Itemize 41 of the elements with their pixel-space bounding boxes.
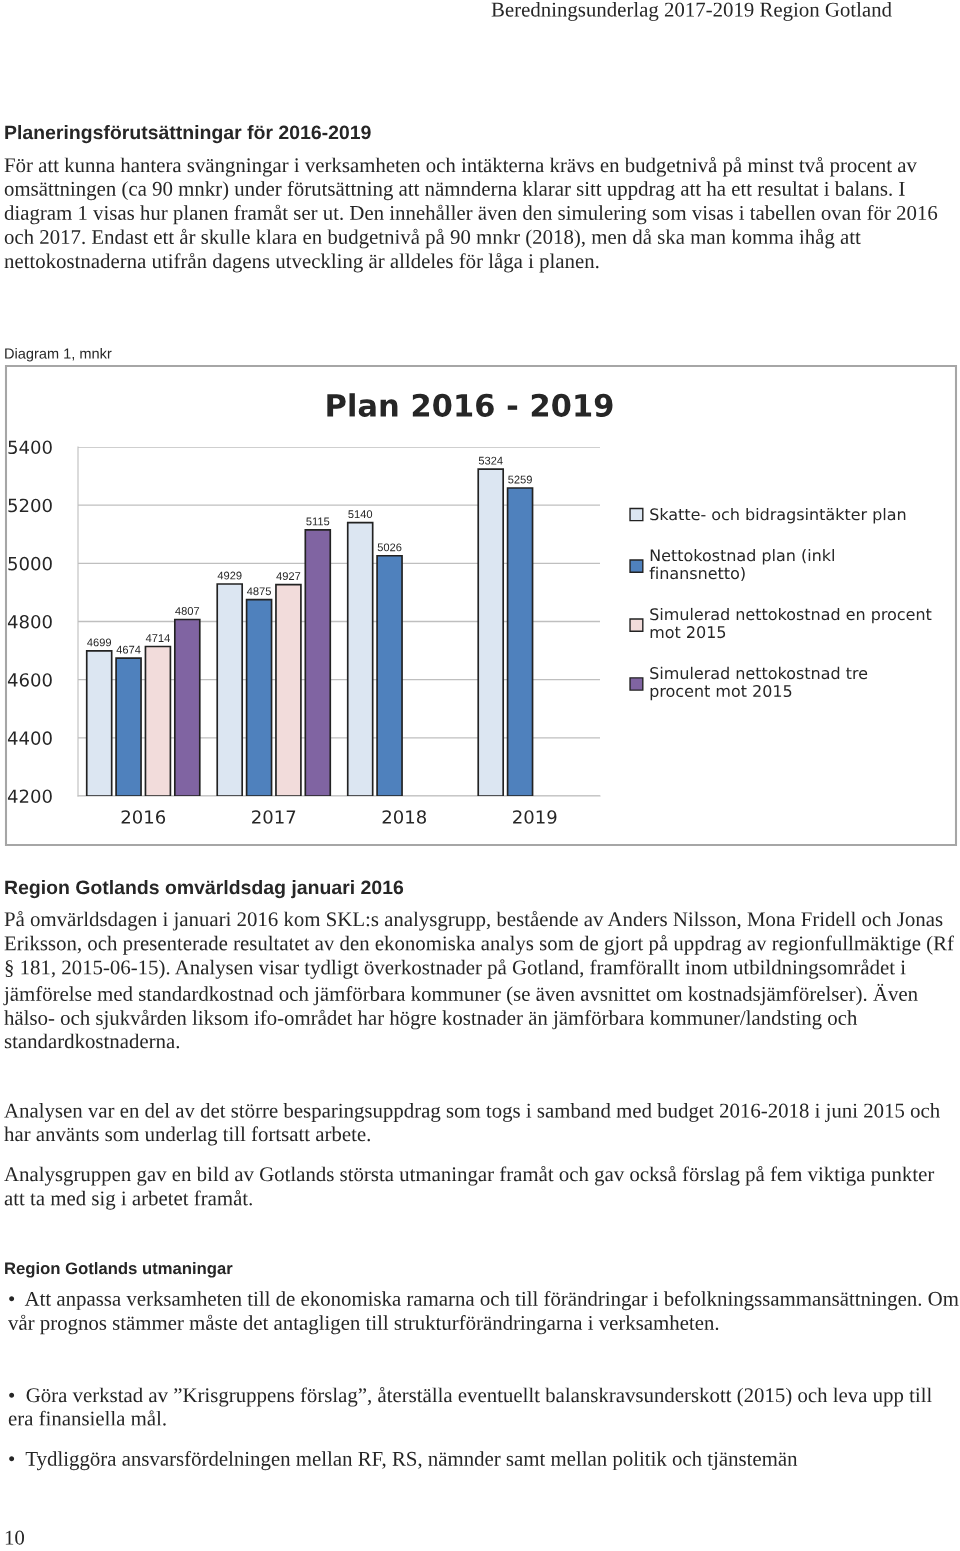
legend-label: Simulerad nettokostnad tre procent mot 2015 (650, 666, 868, 701)
text: Beredningsunderlag 2017-2019 Region Gotland (491, 2, 892, 21)
y-tick-label: 5200 (8, 498, 52, 513)
x-tick-label: 2019 (513, 810, 557, 824)
y-tick-label: 4600 (7, 673, 52, 687)
text: Planeringsförutsättningar för 2016-2019 (5, 125, 371, 144)
x-tick-label: 2017 (252, 810, 296, 824)
x-tick-label: 2016 (121, 810, 166, 824)
y-tick-label: 4800 (7, 614, 52, 629)
data-label: 4875 (246, 587, 271, 596)
text: Analysen var en del av det större besparingsuppdrag som togs i samband med budget 2016-2018 i juni 2015 och har använts som underlag till fortsatt arbete. (4, 1103, 940, 1146)
data-label: 5140 (348, 510, 373, 519)
y-tick-label: 5000 (8, 556, 52, 571)
x-tick-label: 2018 (382, 810, 426, 824)
text: • Tydliggöra ansvarsfördelningen mellan RF, RS, nämnder samt mellan politik och tjänstemän (9, 1451, 798, 1471)
y-tick-label: 5400 (8, 440, 52, 455)
legend-label: Skatte- och bidragsintäkter plan (650, 507, 906, 524)
legend-label: Nettokostnad plan (inkl finansnetto) (649, 548, 834, 582)
chart-title: Plan 2016 - 2019 (327, 393, 613, 417)
y-tick-label: 4400 (7, 731, 52, 745)
text: För att kunna hantera svängningar i verksamheten och intäkterna krävs en budgetnivå på minst två procent av omsättningen (ca 90 mnkr) under förutsättning att nämnderna klarar sitt uppdrag att ha ett resultat i balans. I diagram 1 visas hur planen framåt ser ut. Den innehåller även den simulering som visas i tabellen ovan för 2016 och 2017. Endast ett år skulle klara en budgetnivå på 90 mnkr (2018), men då ska man komma ihåg att nettokostnaderna utifrån dagens utveckling är alldeles för låga i planen. (4, 157, 938, 273)
data-label: 4927 (276, 572, 301, 581)
text: 10 (5, 1530, 25, 1545)
text: Diagram 1, mnkr (5, 348, 112, 362)
data-label: 5115 (306, 517, 330, 526)
legend-label: Simulerad nettokostnad en procent mot 2015 (650, 607, 932, 639)
data-label: 4929 (217, 571, 242, 580)
y-tick-label: 4200 (7, 789, 52, 804)
text: På omvärldsdagen i januari 2016 kom SKL:s analysgrupp, bestående av Anders Nilsson, Mona Fridell och Jonas Eriksson, och presenterade resultatet av den ekonomiska analys som de gjort på uppdrag av regionfullmäktige (Rf § 181, 2015-06-15). Analysen visar tydligt överkostnader på Gotland, framförallt inom utbildningsområdet i jämförelse med standardkostnad och jämförbara kommuner (se även avsnittet om kostnadsjämförelser). Även hälso- och sjukvården liksom ifo-området har högre kostnader än jämförbara kommuner/landsting och standardkostnaderna. (3, 911, 954, 1049)
data-label: 4699 (87, 638, 112, 647)
data-label: 4714 (145, 634, 170, 642)
text: • Göra verkstad av ”Krisgruppens förslag”, återställa eventuellt balanskravsunderskott (2015) och leva upp till era finansiella mål. (8, 1387, 932, 1426)
text: • Att anpassa verksamheten till de ekonomiska ramarna och till förändringar i befolkningssammansättningen. Om vår prognos stämmer måste det antagligen till strukturförändringarna i verksamheten. (8, 1291, 959, 1335)
data-label: 5026 (377, 543, 402, 552)
data-label: 4674 (116, 645, 141, 654)
text: Region Gotlands utmaningar (5, 1262, 233, 1278)
data-label: 5259 (508, 475, 532, 484)
data-label: 4807 (175, 607, 200, 615)
text: Analysgruppen gav en bild av Gotlands största utmaningar framåt och gav också förslag på fem viktiga punkter att ta med sig i arbetet framåt. (4, 1166, 935, 1210)
data-label: 5324 (478, 456, 503, 465)
text: Region Gotlands omvärldsdag januari 2016 (5, 880, 404, 899)
